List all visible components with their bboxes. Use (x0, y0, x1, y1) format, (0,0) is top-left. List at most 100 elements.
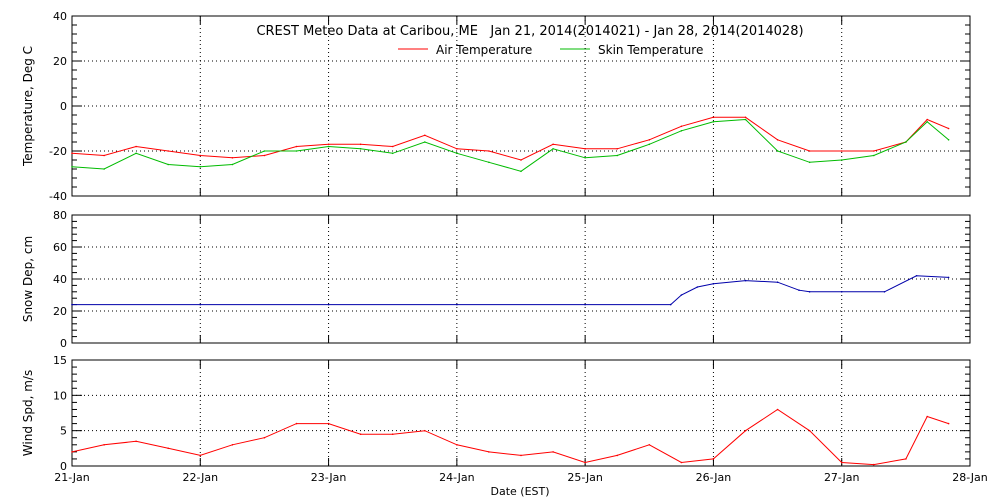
data-point (840, 150, 843, 152)
x-tick-label: 23-Jan (311, 471, 347, 484)
data-point (744, 118, 747, 121)
data-point (584, 148, 586, 150)
data-point (391, 152, 394, 155)
panels: -40 -20 0 20 40 Temperature, Deg C 0 20 40 60 80 Sn… (21, 10, 988, 484)
data-point (199, 154, 202, 157)
data-point (520, 159, 522, 161)
data-point (873, 463, 875, 466)
x-tick-label: 26-Jan (696, 471, 732, 484)
data-point (808, 291, 811, 293)
data-point (103, 444, 105, 446)
data-point (231, 163, 234, 166)
data-point (488, 161, 490, 164)
y-tick-label: 0 (60, 337, 67, 350)
x-tick-label: 28-Jan (952, 471, 988, 484)
data-point (424, 429, 426, 432)
data-point (947, 422, 950, 425)
data-point (744, 116, 747, 119)
series-line-panel-3 (71, 408, 949, 466)
data-point (616, 454, 618, 457)
data-point (680, 130, 683, 132)
data-point (744, 279, 747, 282)
data-point (263, 436, 266, 439)
y-tick-label: 15 (53, 354, 67, 367)
y-tick-label: 20 (53, 305, 67, 318)
legend-label: Air Temperature (436, 43, 532, 57)
data-point (798, 289, 800, 292)
data-point (905, 141, 907, 143)
x-tick-label: 24-Jan (439, 471, 475, 484)
data-point (840, 461, 843, 464)
data-point (135, 440, 137, 443)
panel-3: 0 5 10 15 Wind Spd, m/s (21, 354, 971, 473)
data-point (616, 148, 618, 150)
data-point (776, 281, 779, 284)
y-tick-label: 40 (53, 10, 67, 23)
data-point (263, 150, 266, 152)
x-tick-label: 22-Jan (183, 471, 219, 484)
data-point (327, 422, 330, 425)
y-tick-label: 60 (53, 241, 67, 254)
data-point (873, 150, 875, 152)
data-point (669, 303, 672, 306)
data-point (840, 291, 843, 293)
data-point (926, 121, 928, 123)
data-point (424, 134, 426, 137)
data-point (552, 148, 554, 150)
data-point (776, 150, 779, 152)
data-point (776, 139, 779, 141)
data-point (680, 294, 683, 296)
data-point (295, 145, 298, 148)
data-point (456, 303, 458, 306)
data-point (135, 152, 137, 155)
x-tick-label: 27-Jan (824, 471, 860, 484)
data-point (616, 154, 618, 157)
data-point (808, 429, 811, 432)
y-tick-label: 5 (60, 425, 67, 438)
data-point (873, 154, 875, 157)
x-axis-label: Date (EST) (490, 485, 549, 498)
data-point (71, 152, 73, 155)
y-axis-label: Temperature, Deg C (21, 46, 35, 167)
data-point (648, 143, 651, 146)
y-tick-label: 40 (53, 273, 67, 286)
data-point (905, 458, 907, 460)
data-point (584, 303, 586, 306)
data-point (552, 143, 554, 146)
data-point (359, 148, 362, 150)
data-point (71, 303, 73, 306)
data-point (488, 150, 490, 152)
data-point (199, 303, 202, 306)
data-point (167, 447, 169, 450)
legend-label: Skin Temperature (598, 43, 703, 57)
data-point (696, 286, 699, 288)
panel-1: -40 -20 0 20 40 Temperature, Deg C (21, 10, 971, 203)
data-point (552, 451, 554, 453)
data-point (648, 139, 651, 141)
data-point (915, 275, 918, 277)
data-point (295, 150, 298, 152)
series-line-skin-temperature (71, 118, 949, 172)
series-line-air-temperature (71, 116, 949, 161)
data-point (926, 415, 928, 418)
data-point (103, 168, 105, 170)
data-point (712, 121, 715, 123)
data-point (359, 143, 362, 146)
data-point (712, 283, 715, 285)
x-tick-labels: 21-Jan 22-Jan 23-Jan 24-Jan 25-Jan 26-Jan 27-J… (54, 471, 988, 484)
y-tick-label: -40 (49, 190, 67, 203)
x-tick-label: 21-Jan (54, 471, 90, 484)
data-point (424, 141, 426, 143)
data-point (263, 154, 266, 157)
data-point (808, 150, 811, 152)
data-point (295, 422, 298, 425)
data-point (520, 170, 522, 173)
data-point (680, 125, 683, 128)
data-point (926, 118, 928, 121)
x-tick-label: 25-Jan (567, 471, 603, 484)
data-point (776, 408, 779, 411)
panel-frame (71, 359, 971, 467)
data-point (808, 161, 811, 164)
data-point (135, 145, 137, 148)
